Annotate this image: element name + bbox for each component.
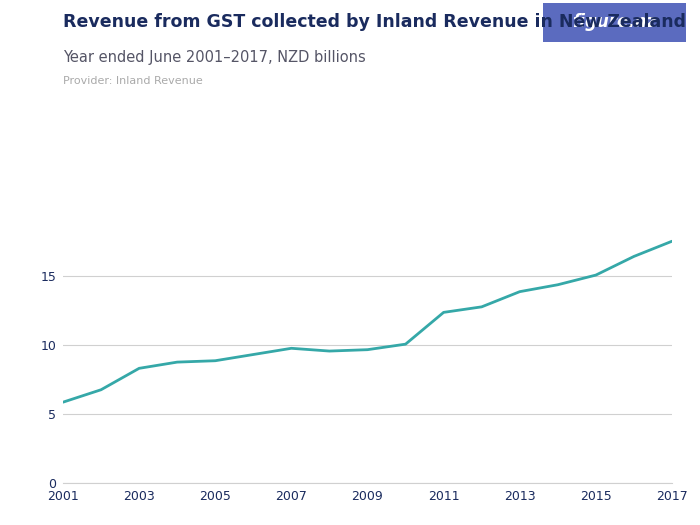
Text: Revenue from GST collected by Inland Revenue in New Zealand: Revenue from GST collected by Inland Rev…	[63, 13, 686, 31]
Text: Provider: Inland Revenue: Provider: Inland Revenue	[63, 76, 203, 86]
Text: Year ended June 2001–2017, NZD billions: Year ended June 2001–2017, NZD billions	[63, 50, 365, 65]
Text: figure.nz: figure.nz	[572, 13, 657, 31]
